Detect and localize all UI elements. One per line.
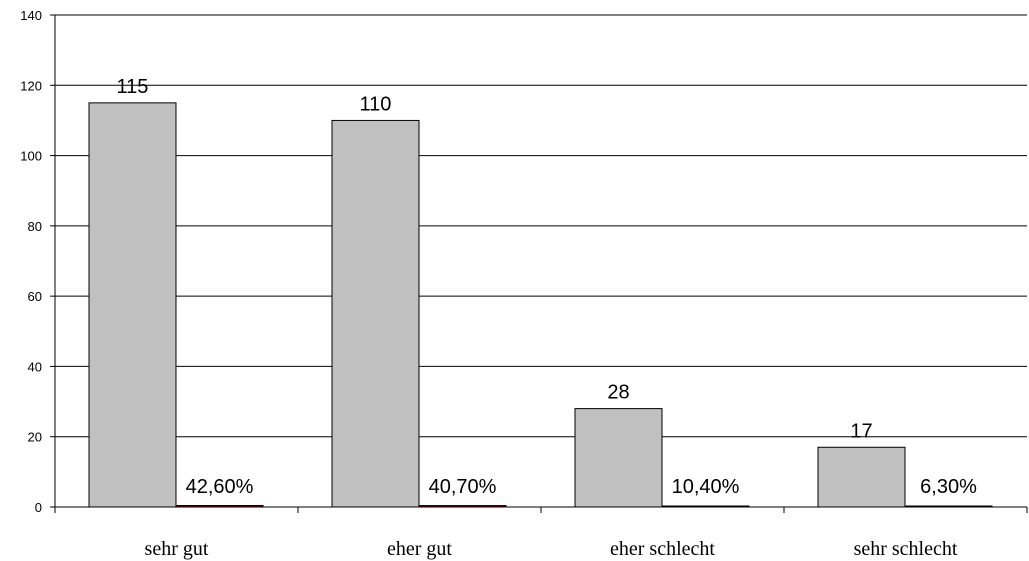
data-label-count-4: 17 <box>850 420 872 442</box>
data-label-count-1: 115 <box>117 76 149 98</box>
category-label-1: sehr gut <box>145 538 209 560</box>
data-labels: 115 42,60% 110 40,70% 28 10,40% 17 6,30% <box>117 76 978 498</box>
bars <box>88 102 993 508</box>
category-label-4: sehr schlecht <box>854 538 958 560</box>
y-tick-label-140: 140 <box>20 8 42 23</box>
y-tick-label-0: 0 <box>35 500 42 515</box>
y-tick-label-40: 40 <box>28 359 42 374</box>
axes <box>50 14 1028 513</box>
y-tick-label-120: 120 <box>20 78 42 93</box>
y-tick-labels: 0 20 40 60 80 100 120 140 <box>20 8 42 515</box>
y-tick-label-60: 60 <box>28 289 42 304</box>
category-label-2: eher gut <box>387 538 452 560</box>
category-label-3: eher schlecht <box>610 538 715 560</box>
data-label-count-3: 28 <box>607 382 629 404</box>
bar-4 <box>817 446 906 508</box>
data-label-pct-3: 10,40% <box>672 476 740 498</box>
y-tick-label-20: 20 <box>28 430 42 445</box>
y-tick-label-100: 100 <box>20 149 42 164</box>
bar-3 <box>574 408 663 508</box>
y-tick-label-80: 80 <box>28 219 42 234</box>
data-label-pct-4: 6,30% <box>920 476 977 498</box>
data-label-count-2: 110 <box>360 93 392 115</box>
bar-2 <box>331 119 420 508</box>
data-label-pct-1: 42,60% <box>186 476 254 498</box>
gridlines <box>55 14 1027 438</box>
bar-1 <box>88 102 177 508</box>
category-labels: sehr gut eher gut eher schlecht sehr schlec… <box>145 538 958 560</box>
data-label-pct-2: 40,70% <box>429 476 497 498</box>
